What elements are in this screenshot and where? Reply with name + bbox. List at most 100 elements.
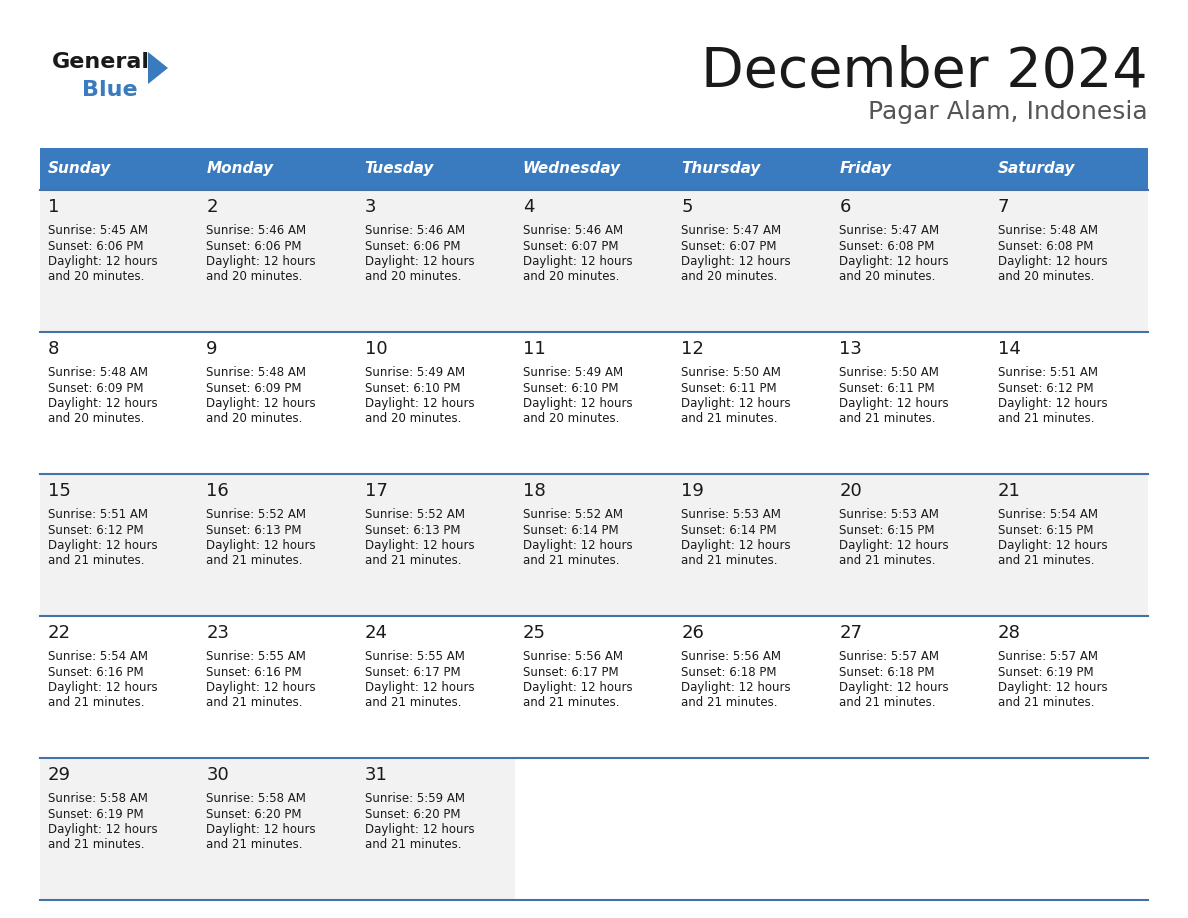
Text: and 20 minutes.: and 20 minutes. bbox=[840, 271, 936, 284]
Bar bbox=[832, 616, 990, 758]
Text: Sunset: 6:13 PM: Sunset: 6:13 PM bbox=[365, 523, 460, 536]
Text: and 21 minutes.: and 21 minutes. bbox=[681, 412, 778, 426]
Text: Pagar Alam, Indonesia: Pagar Alam, Indonesia bbox=[868, 100, 1148, 124]
Text: Daylight: 12 hours: Daylight: 12 hours bbox=[523, 681, 632, 694]
Text: 25: 25 bbox=[523, 624, 545, 642]
Text: Sunset: 6:12 PM: Sunset: 6:12 PM bbox=[48, 523, 144, 536]
Text: and 20 minutes.: and 20 minutes. bbox=[523, 271, 619, 284]
Bar bbox=[356, 616, 514, 758]
Text: Wednesday: Wednesday bbox=[523, 162, 621, 176]
Text: Daylight: 12 hours: Daylight: 12 hours bbox=[998, 397, 1107, 410]
Text: Sunrise: 5:54 AM: Sunrise: 5:54 AM bbox=[48, 650, 148, 663]
Text: and 20 minutes.: and 20 minutes. bbox=[523, 412, 619, 426]
Text: Sunrise: 5:56 AM: Sunrise: 5:56 AM bbox=[523, 650, 623, 663]
Text: Sunday: Sunday bbox=[48, 162, 112, 176]
Bar bbox=[356, 474, 514, 616]
Text: Saturday: Saturday bbox=[998, 162, 1075, 176]
Text: and 20 minutes.: and 20 minutes. bbox=[681, 271, 777, 284]
Text: 31: 31 bbox=[365, 766, 387, 784]
Text: and 21 minutes.: and 21 minutes. bbox=[523, 554, 619, 567]
Text: Daylight: 12 hours: Daylight: 12 hours bbox=[681, 681, 791, 694]
Bar bbox=[674, 332, 832, 474]
Bar bbox=[198, 332, 356, 474]
Text: Sunset: 6:18 PM: Sunset: 6:18 PM bbox=[681, 666, 777, 678]
Text: and 20 minutes.: and 20 minutes. bbox=[207, 271, 303, 284]
Text: Daylight: 12 hours: Daylight: 12 hours bbox=[681, 397, 791, 410]
Text: Sunrise: 5:58 AM: Sunrise: 5:58 AM bbox=[48, 792, 147, 805]
Text: Sunrise: 5:53 AM: Sunrise: 5:53 AM bbox=[840, 508, 940, 521]
Text: Sunset: 6:14 PM: Sunset: 6:14 PM bbox=[523, 523, 619, 536]
Text: Sunset: 6:20 PM: Sunset: 6:20 PM bbox=[365, 808, 460, 821]
Text: and 21 minutes.: and 21 minutes. bbox=[998, 554, 1094, 567]
Text: Sunset: 6:06 PM: Sunset: 6:06 PM bbox=[207, 240, 302, 252]
Text: 2: 2 bbox=[207, 198, 217, 216]
Bar bbox=[40, 148, 198, 190]
Text: Daylight: 12 hours: Daylight: 12 hours bbox=[365, 539, 474, 552]
Bar bbox=[674, 148, 832, 190]
Text: Sunset: 6:20 PM: Sunset: 6:20 PM bbox=[207, 808, 302, 821]
Bar bbox=[514, 332, 674, 474]
Text: December 2024: December 2024 bbox=[701, 45, 1148, 99]
Text: Sunset: 6:08 PM: Sunset: 6:08 PM bbox=[998, 240, 1093, 252]
Text: 9: 9 bbox=[207, 340, 217, 358]
Text: and 20 minutes.: and 20 minutes. bbox=[365, 271, 461, 284]
Text: Sunset: 6:19 PM: Sunset: 6:19 PM bbox=[998, 666, 1093, 678]
Bar bbox=[514, 474, 674, 616]
Text: 28: 28 bbox=[998, 624, 1020, 642]
Bar bbox=[832, 190, 990, 332]
Bar bbox=[674, 190, 832, 332]
Text: and 20 minutes.: and 20 minutes. bbox=[207, 412, 303, 426]
Text: and 21 minutes.: and 21 minutes. bbox=[207, 697, 303, 710]
Text: Sunrise: 5:54 AM: Sunrise: 5:54 AM bbox=[998, 508, 1098, 521]
Bar bbox=[514, 148, 674, 190]
Text: Sunrise: 5:50 AM: Sunrise: 5:50 AM bbox=[840, 366, 940, 379]
Text: Sunset: 6:17 PM: Sunset: 6:17 PM bbox=[365, 666, 460, 678]
Bar bbox=[514, 758, 674, 900]
Text: Sunset: 6:06 PM: Sunset: 6:06 PM bbox=[365, 240, 460, 252]
Text: and 21 minutes.: and 21 minutes. bbox=[48, 838, 145, 852]
Text: 20: 20 bbox=[840, 482, 862, 500]
Text: and 21 minutes.: and 21 minutes. bbox=[840, 697, 936, 710]
Text: Sunset: 6:15 PM: Sunset: 6:15 PM bbox=[998, 523, 1093, 536]
Text: and 21 minutes.: and 21 minutes. bbox=[681, 554, 778, 567]
Bar bbox=[990, 148, 1148, 190]
Text: Sunrise: 5:47 AM: Sunrise: 5:47 AM bbox=[840, 224, 940, 237]
Text: Daylight: 12 hours: Daylight: 12 hours bbox=[207, 681, 316, 694]
Text: 21: 21 bbox=[998, 482, 1020, 500]
Text: Sunrise: 5:48 AM: Sunrise: 5:48 AM bbox=[48, 366, 148, 379]
Text: 29: 29 bbox=[48, 766, 71, 784]
Text: Daylight: 12 hours: Daylight: 12 hours bbox=[207, 539, 316, 552]
Text: Daylight: 12 hours: Daylight: 12 hours bbox=[48, 397, 158, 410]
Text: 17: 17 bbox=[365, 482, 387, 500]
Text: Sunrise: 5:48 AM: Sunrise: 5:48 AM bbox=[998, 224, 1098, 237]
Text: 23: 23 bbox=[207, 624, 229, 642]
Text: Tuesday: Tuesday bbox=[365, 162, 434, 176]
Text: Daylight: 12 hours: Daylight: 12 hours bbox=[998, 681, 1107, 694]
Text: 4: 4 bbox=[523, 198, 535, 216]
Text: Monday: Monday bbox=[207, 162, 273, 176]
Text: Daylight: 12 hours: Daylight: 12 hours bbox=[48, 539, 158, 552]
Text: 1: 1 bbox=[48, 198, 59, 216]
Text: Sunset: 6:14 PM: Sunset: 6:14 PM bbox=[681, 523, 777, 536]
Bar bbox=[514, 616, 674, 758]
Text: Daylight: 12 hours: Daylight: 12 hours bbox=[840, 397, 949, 410]
Text: and 21 minutes.: and 21 minutes. bbox=[365, 697, 461, 710]
Text: and 20 minutes.: and 20 minutes. bbox=[48, 271, 145, 284]
Text: Sunrise: 5:45 AM: Sunrise: 5:45 AM bbox=[48, 224, 148, 237]
Bar bbox=[40, 190, 198, 332]
Text: 14: 14 bbox=[998, 340, 1020, 358]
Text: Daylight: 12 hours: Daylight: 12 hours bbox=[840, 255, 949, 268]
Text: Daylight: 12 hours: Daylight: 12 hours bbox=[365, 681, 474, 694]
Text: Daylight: 12 hours: Daylight: 12 hours bbox=[48, 823, 158, 836]
Text: 13: 13 bbox=[840, 340, 862, 358]
Bar bbox=[832, 148, 990, 190]
Text: Sunrise: 5:46 AM: Sunrise: 5:46 AM bbox=[365, 224, 465, 237]
Bar bbox=[40, 332, 198, 474]
Text: Daylight: 12 hours: Daylight: 12 hours bbox=[48, 681, 158, 694]
Text: 10: 10 bbox=[365, 340, 387, 358]
Text: Daylight: 12 hours: Daylight: 12 hours bbox=[998, 255, 1107, 268]
Text: and 21 minutes.: and 21 minutes. bbox=[48, 554, 145, 567]
Text: Sunset: 6:16 PM: Sunset: 6:16 PM bbox=[207, 666, 302, 678]
Text: Sunset: 6:13 PM: Sunset: 6:13 PM bbox=[207, 523, 302, 536]
Bar bbox=[990, 332, 1148, 474]
